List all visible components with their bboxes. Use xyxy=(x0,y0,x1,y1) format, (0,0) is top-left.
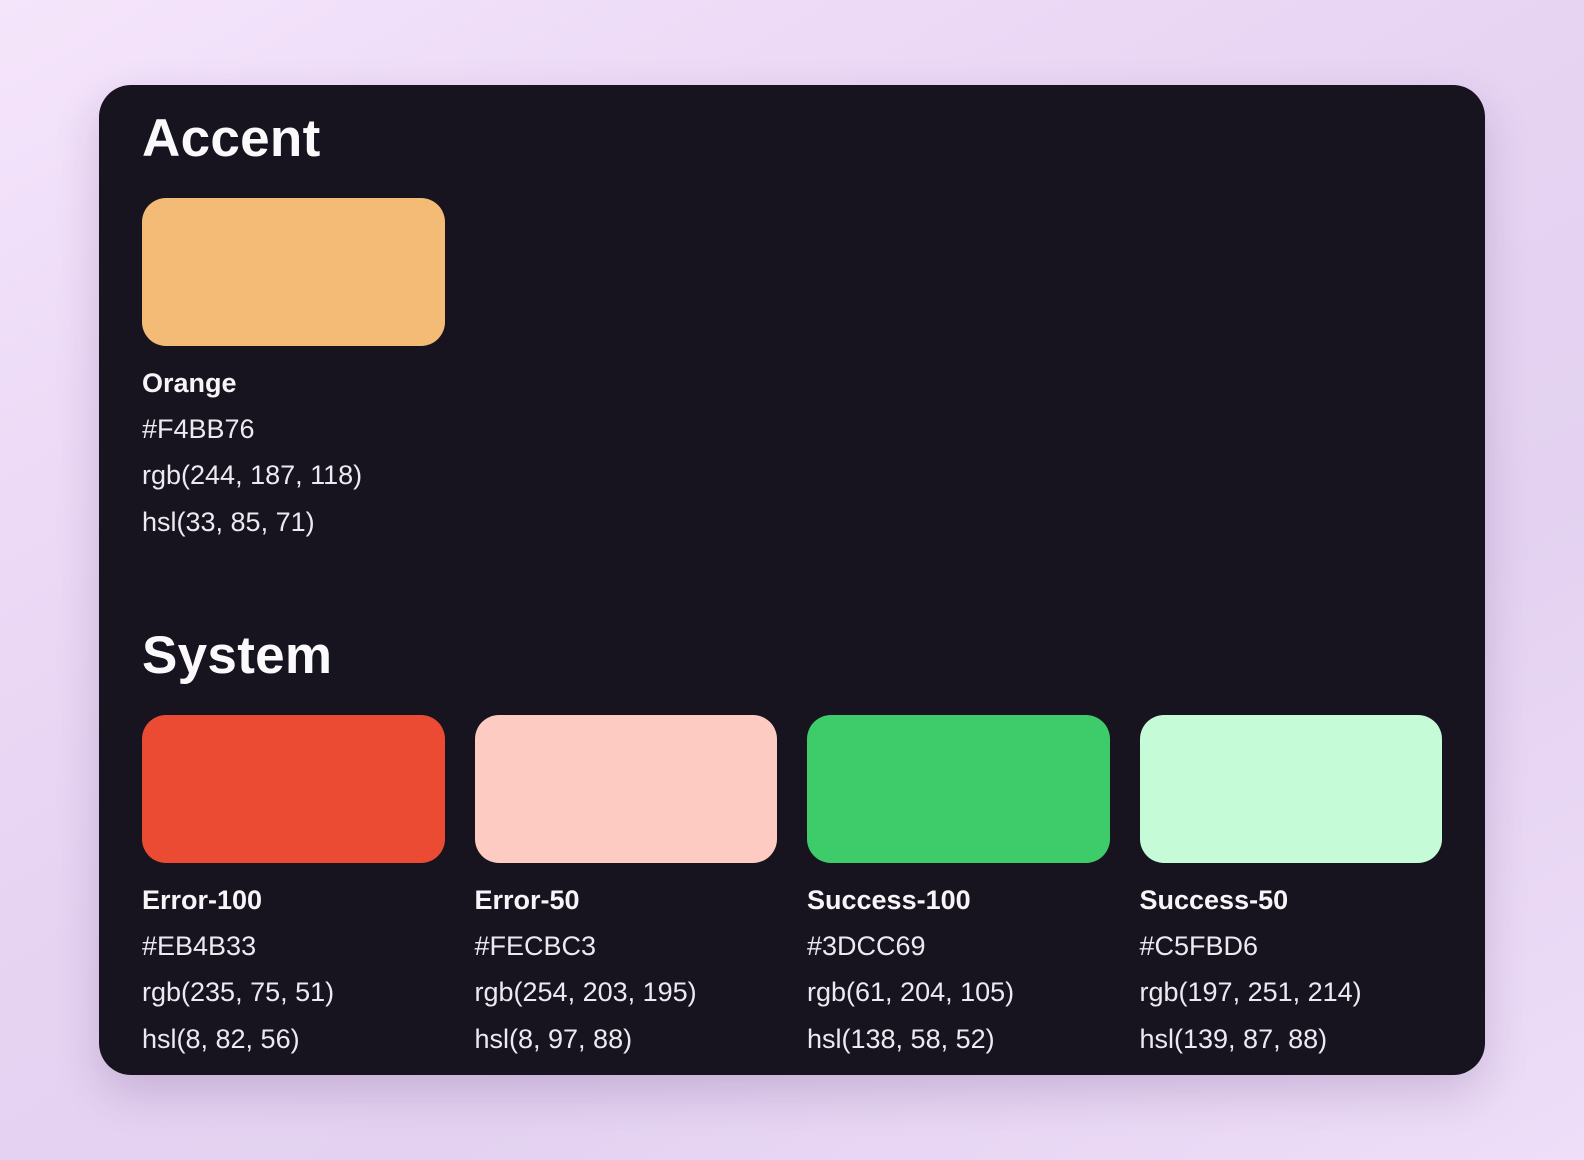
swatch-name: Orange xyxy=(142,367,237,398)
swatch-rgb-value: rgb(197, 251, 214) xyxy=(1139,977,1362,1008)
swatch-hex-value: #F4BB76 xyxy=(142,413,255,444)
swatch-hex-value: #C5FBD6 xyxy=(1139,930,1259,961)
color-palette-card: Accent Orange #F4BB76 rgb(244, 187, 118)… xyxy=(99,85,1485,1075)
swatch-tile-error-100 xyxy=(142,714,445,863)
swatch-tile-success-50 xyxy=(1139,714,1442,863)
swatch-hsl-value: hsl(8, 82, 56) xyxy=(142,1023,300,1054)
swatch-card-error-50: Error-50 #FECBC3 rgb(254, 203, 195) hsl(… xyxy=(474,714,777,1055)
section-title-system: System xyxy=(142,625,333,685)
section-title-accent: Accent xyxy=(142,109,321,168)
swatch-hex-value: #FECBC3 xyxy=(474,930,597,961)
swatch-card-orange: Orange #F4BB76 rgb(244, 187, 118) hsl(33… xyxy=(142,197,445,538)
swatch-hsl-value: hsl(138, 58, 52) xyxy=(807,1023,995,1054)
swatch-hex-value: #EB4B33 xyxy=(142,930,257,961)
swatch-rgb-value: rgb(61, 204, 105) xyxy=(807,977,1015,1008)
swatch-hex-value: #3DCC69 xyxy=(807,930,926,961)
swatch-name: Success-100 xyxy=(807,884,971,915)
swatch-hsl-value: hsl(8, 97, 88) xyxy=(474,1023,633,1054)
swatch-card-success-100: Success-100 #3DCC69 rgb(61, 204, 105) hs… xyxy=(807,714,1110,1055)
section-system: System Error-100 #EB4B33 rgb(235, 75, 51… xyxy=(142,624,1442,1055)
swatch-rgb-value: rgb(244, 187, 118) xyxy=(142,460,363,491)
swatch-tile-success-100 xyxy=(807,714,1110,863)
section-accent: Accent Orange #F4BB76 rgb(244, 187, 118)… xyxy=(142,107,1442,538)
swatch-name: Error-50 xyxy=(474,884,580,915)
swatch-rgb-value: rgb(235, 75, 51) xyxy=(142,977,335,1008)
swatch-rgb-value: rgb(254, 203, 195) xyxy=(474,977,697,1008)
swatch-name: Success-50 xyxy=(1139,884,1289,915)
swatch-name: Error-100 xyxy=(142,884,263,915)
swatch-tile-error-50 xyxy=(474,714,777,863)
swatch-tile-orange xyxy=(142,197,445,346)
swatch-hsl-value: hsl(139, 87, 88) xyxy=(1139,1023,1328,1054)
swatch-card-error-100: Error-100 #EB4B33 rgb(235, 75, 51) hsl(8… xyxy=(142,714,445,1055)
accent-swatch-row: Orange #F4BB76 rgb(244, 187, 118) hsl(33… xyxy=(142,197,1442,538)
system-swatch-row: Error-100 #EB4B33 rgb(235, 75, 51) hsl(8… xyxy=(142,714,1442,1055)
swatch-hsl-value: hsl(33, 85, 71) xyxy=(142,506,315,537)
swatch-card-success-50: Success-50 #C5FBD6 rgb(197, 251, 214) hs… xyxy=(1139,714,1442,1055)
